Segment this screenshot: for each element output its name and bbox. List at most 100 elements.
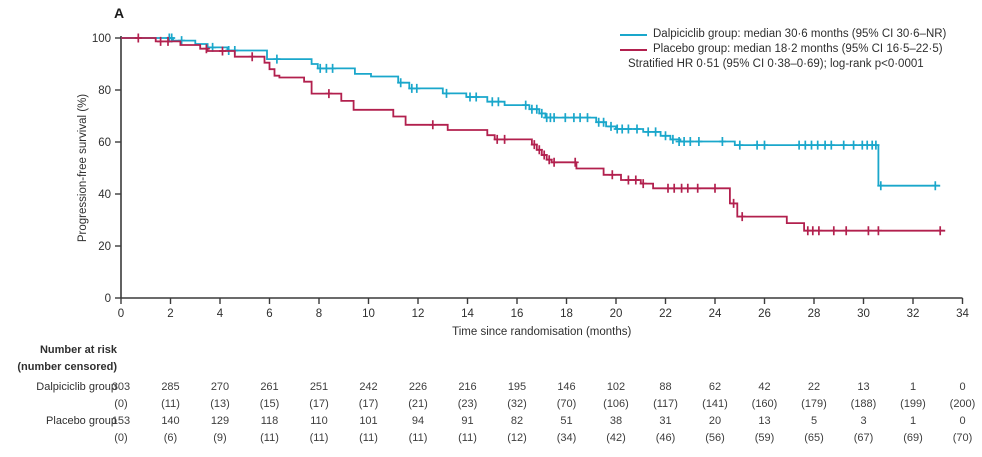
censor-mark [686, 137, 694, 146]
at-risk-value: 251 [309, 381, 329, 393]
at-risk-value: 94 [411, 415, 425, 427]
at-risk-value: 129 [210, 415, 230, 427]
censor-mark [466, 92, 474, 102]
censor-mark [795, 140, 803, 150]
censored-value: (42) [606, 432, 626, 444]
censor-mark [219, 46, 226, 56]
x-tick-label: 2 [167, 308, 173, 320]
at-risk-value: 88 [659, 381, 672, 393]
censor-mark [397, 78, 405, 88]
censor-mark [936, 226, 944, 236]
censor-mark [738, 212, 746, 222]
y-tick-label: 20 [98, 241, 111, 253]
censored-value: (11) [408, 432, 428, 444]
at-risk-value: 38 [609, 415, 623, 427]
at-risk-value: 226 [408, 381, 428, 393]
censored-value: (188) [850, 398, 877, 410]
at-risk-value: 91 [461, 415, 474, 427]
censor-mark [821, 140, 829, 150]
censor-mark [413, 83, 421, 93]
censor-mark [840, 140, 848, 150]
at-risk-value: 5 [810, 415, 818, 427]
x-tick-label: 0 [118, 308, 124, 320]
censor-mark [570, 113, 578, 123]
censor-mark [561, 113, 569, 123]
censored-value: (11) [161, 398, 180, 410]
x-tick-label: 4 [217, 308, 224, 320]
censor-mark [443, 88, 450, 98]
censor-mark [522, 100, 530, 110]
legend: Dalpiciclib group: median 30·6 months (9… [620, 27, 946, 72]
x-tick-label: 34 [956, 308, 969, 320]
censor-mark [652, 127, 660, 137]
at-risk-value: 1 [909, 415, 917, 427]
at-risk-value: 270 [210, 381, 230, 393]
legend-line-swatch-dalpiciclib [620, 33, 647, 36]
x-tick-label: 22 [659, 308, 672, 320]
x-tick-label: 14 [461, 308, 474, 320]
censored-value: (56) [705, 432, 725, 444]
y-tick-label: 60 [98, 137, 111, 149]
censor-mark [874, 226, 882, 236]
censored-value: (117) [653, 398, 678, 410]
x-tick-label: 28 [808, 308, 821, 320]
censor-mark [669, 134, 677, 144]
censored-value: (21) [408, 398, 428, 410]
censor-mark [761, 140, 768, 150]
at-risk-value: 3 [860, 415, 867, 427]
at-risk-value: 146 [557, 381, 576, 393]
risk-table-header: Number at risk (number censored) [0, 342, 117, 375]
y-axis-title: Progression-free survival (%) [77, 94, 89, 242]
censored-value: (65) [804, 432, 824, 444]
censored-value: (15) [259, 398, 280, 410]
at-risk-value: 20 [708, 415, 722, 427]
x-tick-label: 18 [560, 308, 573, 320]
censor-mark [814, 140, 822, 150]
censor-mark [718, 137, 726, 146]
censor-mark [618, 124, 626, 134]
at-risk-value: 82 [510, 415, 524, 427]
at-risk-value: 216 [458, 381, 477, 393]
censor-mark [644, 127, 652, 137]
censor-mark [571, 157, 579, 167]
censored-value: (6) [163, 432, 178, 444]
censored-value: (0) [114, 398, 128, 410]
censor-mark [550, 157, 558, 167]
x-tick-label: 24 [709, 308, 722, 320]
at-risk-value: 0 [959, 381, 966, 393]
risk-row-label: Dalpiciclib group [36, 381, 117, 393]
panel-label: A [114, 5, 125, 21]
at-risk-value: 101 [359, 415, 378, 427]
censored-value: (9) [213, 432, 227, 444]
censor-mark [157, 36, 165, 46]
censor-mark [664, 183, 672, 193]
censored-value: (59) [754, 432, 775, 444]
at-risk-value: 13 [857, 381, 870, 393]
censor-mark [695, 137, 703, 146]
at-risk-value: 31 [659, 415, 672, 427]
censor-mark [736, 140, 744, 150]
legend-entry-placebo: Placebo group: median 18·2 months (95% C… [620, 42, 946, 57]
x-tick-label: 32 [907, 308, 920, 320]
censored-value: (32) [507, 398, 527, 410]
censor-mark [607, 121, 615, 131]
censored-value: (200) [949, 398, 976, 410]
x-axis-title: Time since randomisation (months) [452, 326, 631, 338]
at-risk-value: 1 [909, 381, 917, 393]
censor-mark [600, 117, 608, 127]
censor-mark [662, 131, 669, 141]
at-risk-value: 51 [560, 415, 573, 427]
censor-mark [608, 170, 616, 180]
x-tick-label: 16 [511, 308, 524, 320]
censor-mark [538, 108, 546, 118]
censor-mark [535, 145, 543, 155]
censored-value: (70) [556, 398, 577, 410]
censor-mark [850, 140, 858, 150]
censored-value: (179) [801, 398, 827, 410]
at-risk-value: 242 [359, 381, 378, 393]
censored-value: (11) [458, 432, 477, 444]
y-tick-label: 100 [92, 33, 111, 45]
censored-value: (46) [655, 432, 676, 444]
censor-mark [680, 137, 688, 146]
risk-row-label: Placebo group [46, 415, 117, 427]
